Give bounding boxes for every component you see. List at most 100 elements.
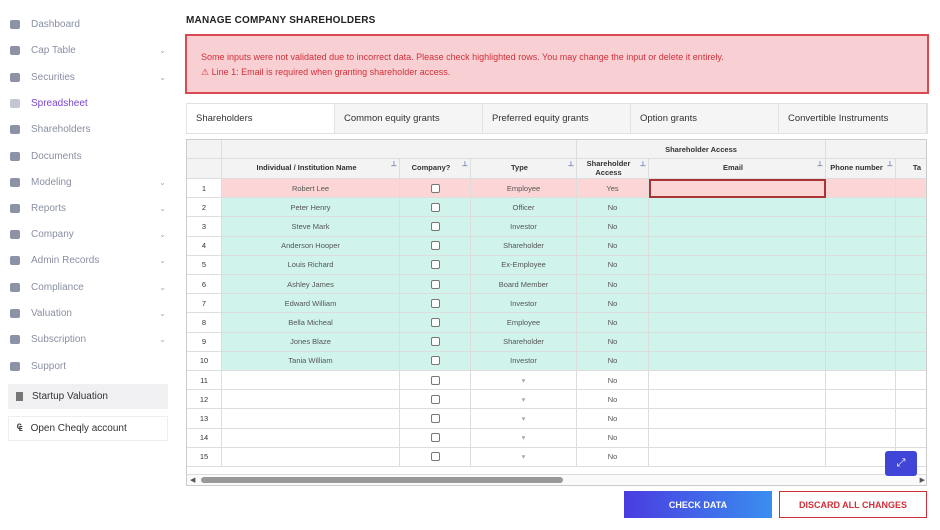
column-header[interactable]: Ta (896, 159, 926, 179)
type-cell[interactable]: Employee (471, 179, 577, 199)
email-cell[interactable] (649, 390, 826, 410)
name-cell[interactable]: Ashley James (222, 275, 400, 295)
chevron-down-icon[interactable]: ⌄ (159, 203, 166, 213)
name-cell[interactable] (222, 409, 400, 429)
access-cell[interactable]: No (577, 332, 649, 352)
email-cell[interactable] (649, 236, 826, 256)
chevron-down-icon[interactable]: ⌄ (159, 45, 166, 55)
access-cell[interactable]: No (577, 313, 649, 333)
access-cell[interactable]: No (577, 275, 649, 295)
extra-cell[interactable] (896, 313, 926, 333)
phone-cell[interactable] (826, 351, 896, 371)
access-cell[interactable]: No (577, 409, 649, 429)
email-cell[interactable] (649, 294, 826, 314)
access-cell[interactable]: No (577, 390, 649, 410)
name-cell[interactable]: Jones Blaze (222, 332, 400, 352)
phone-cell[interactable] (826, 275, 896, 295)
sidebar-item-company[interactable]: Company ⌄ (10, 224, 170, 244)
company-checkbox[interactable] (430, 183, 440, 193)
company-checkbox[interactable] (430, 394, 440, 404)
type-cell[interactable]: ▾ (471, 428, 577, 448)
type-cell[interactable]: ▾ (471, 390, 577, 410)
chevron-down-icon[interactable]: ⌄ (159, 282, 166, 292)
extra-cell[interactable] (896, 236, 926, 256)
company-checkbox[interactable] (430, 202, 440, 212)
access-cell[interactable]: No (577, 428, 649, 448)
extra-cell[interactable] (896, 198, 926, 218)
extra-cell[interactable] (896, 255, 926, 275)
company-checkbox[interactable] (430, 337, 440, 347)
column-header[interactable]: Phone number ⊥ (826, 159, 896, 179)
sidebar-item-admin-records[interactable]: Admin Records ⌄ (10, 250, 170, 270)
extra-cell[interactable] (896, 275, 926, 295)
company-checkbox[interactable] (430, 298, 440, 308)
sidebar-item-reports[interactable]: Reports ⌄ (10, 198, 170, 218)
type-cell[interactable]: Employee (471, 313, 577, 333)
pin-icon[interactable]: ⊥ (390, 161, 397, 168)
phone-cell[interactable] (826, 390, 896, 410)
email-cell[interactable] (649, 447, 826, 467)
phone-cell[interactable] (826, 179, 896, 199)
company-checkbox[interactable] (430, 241, 440, 251)
scroll-left-icon[interactable]: ◀ (190, 477, 196, 484)
pin-icon[interactable]: ⊥ (816, 161, 823, 168)
chevron-down-icon[interactable]: ⌄ (159, 255, 166, 265)
column-header[interactable]: Individual / Institution Name ⊥ (222, 159, 400, 179)
phone-cell[interactable] (826, 428, 896, 448)
sidebar-item-subscription[interactable]: Subscription ⌄ (10, 329, 170, 349)
tab-preferred-equity-grants[interactable]: Preferred equity grants (483, 104, 631, 133)
sidebar-item-support[interactable]: Support (10, 356, 170, 376)
type-cell[interactable]: ▾ (471, 409, 577, 429)
horizontal-scrollbar[interactable]: ◀ ▶ (187, 474, 926, 485)
sidebar-item-valuation[interactable]: Valuation ⌄ (10, 303, 170, 323)
company-checkbox[interactable] (430, 221, 440, 231)
open-cheqly-account-button[interactable]: ₠ Open Cheqly account (8, 416, 168, 441)
company-checkbox[interactable] (430, 260, 440, 270)
type-cell[interactable]: Ex-Employee (471, 255, 577, 275)
name-cell[interactable] (222, 371, 400, 391)
email-cell[interactable] (649, 332, 826, 352)
discard-all-changes-button[interactable]: DISCARD ALL CHANGES (779, 491, 927, 518)
access-cell[interactable]: No (577, 351, 649, 371)
extra-cell[interactable] (896, 390, 926, 410)
column-header[interactable]: Shareholder Access ⊥ (577, 159, 649, 179)
chevron-down-icon[interactable]: ⌄ (159, 334, 166, 344)
type-cell[interactable]: Investor (471, 217, 577, 237)
sidebar-item-documents[interactable]: Documents (10, 146, 170, 166)
sidebar-item-dashboard[interactable]: Dashboard (10, 14, 170, 34)
email-cell[interactable] (649, 409, 826, 429)
access-cell[interactable]: No (577, 217, 649, 237)
sidebar-item-cap-table[interactable]: Cap Table ⌄ (10, 40, 170, 60)
email-cell[interactable] (649, 428, 826, 448)
startup-valuation-button[interactable]: Startup Valuation (8, 384, 168, 409)
name-cell[interactable] (222, 428, 400, 448)
phone-cell[interactable] (826, 371, 896, 391)
chevron-down-icon[interactable]: ⌄ (159, 177, 166, 187)
name-cell[interactable]: Bella Micheal (222, 313, 400, 333)
extra-cell[interactable] (896, 409, 926, 429)
name-cell[interactable]: Steve Mark (222, 217, 400, 237)
email-cell[interactable] (649, 275, 826, 295)
access-cell[interactable]: No (577, 294, 649, 314)
phone-cell[interactable] (826, 255, 896, 275)
type-cell[interactable]: Officer (471, 198, 577, 218)
email-cell[interactable] (649, 179, 826, 199)
access-cell[interactable]: No (577, 371, 649, 391)
scrollbar-thumb[interactable] (201, 477, 563, 483)
column-header[interactable]: Company? ⊥ (400, 159, 471, 179)
tab-shareholders[interactable]: Shareholders (187, 104, 335, 133)
extra-cell[interactable] (896, 428, 926, 448)
access-cell[interactable]: No (577, 198, 649, 218)
access-cell[interactable]: No (577, 255, 649, 275)
sidebar-item-compliance[interactable]: Compliance ⌄ (10, 277, 170, 297)
extra-cell[interactable] (896, 294, 926, 314)
pin-icon[interactable]: ⊥ (567, 161, 574, 168)
phone-cell[interactable] (826, 236, 896, 256)
phone-cell[interactable] (826, 198, 896, 218)
company-checkbox[interactable] (430, 375, 440, 385)
type-cell[interactable]: ▾ (471, 447, 577, 467)
sidebar-item-spreadsheet[interactable]: Spreadsheet (10, 93, 170, 113)
pin-icon[interactable]: ⊥ (886, 161, 893, 168)
extra-cell[interactable] (896, 332, 926, 352)
extra-cell[interactable] (896, 179, 926, 199)
